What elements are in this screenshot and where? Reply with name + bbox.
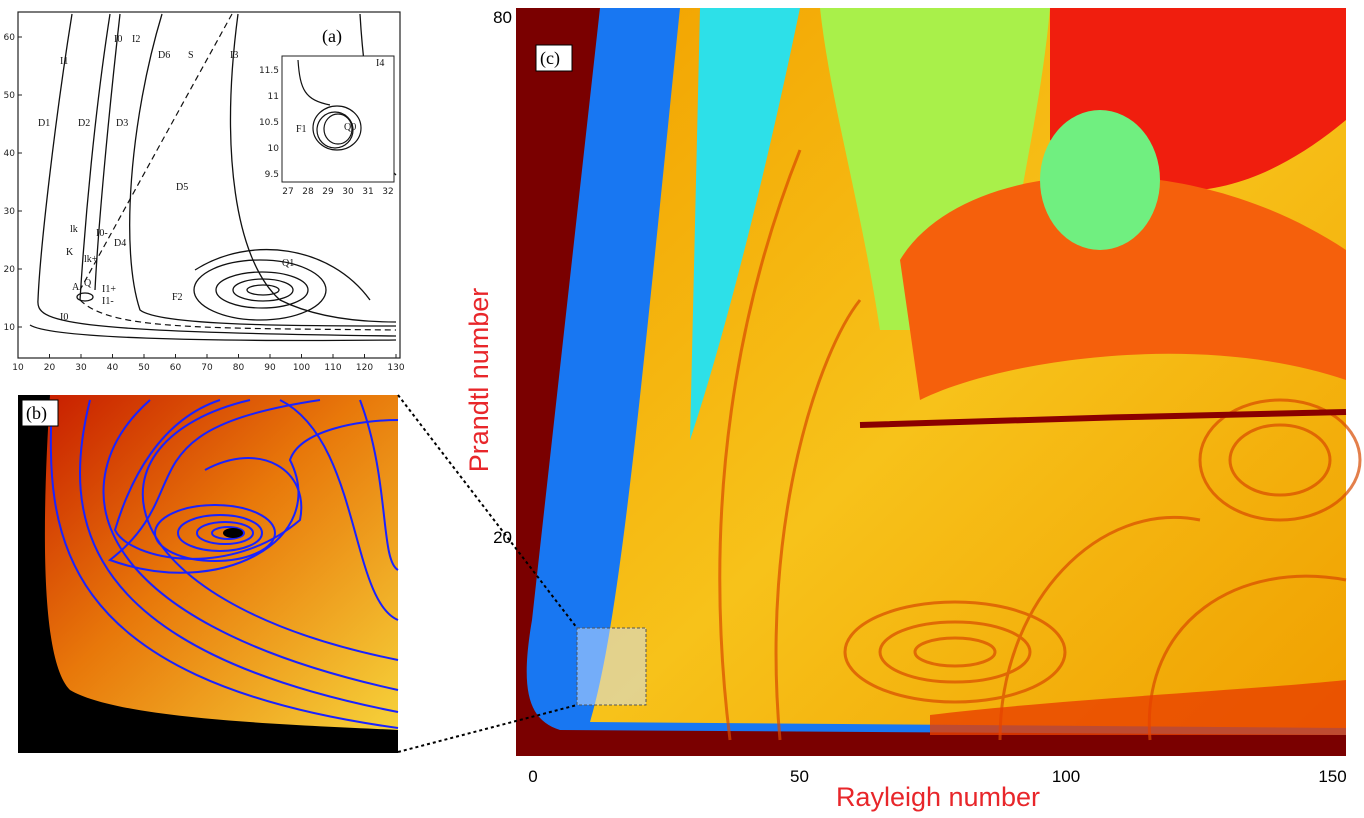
region-label: D3 (116, 118, 128, 129)
x-tick-label: 20 (44, 363, 56, 373)
inset-y-tick-label: 10.5 (259, 118, 279, 128)
inset-y-tick-label: 11 (268, 92, 279, 102)
x-tick-label: 100 (293, 363, 310, 373)
inset-label: F1 (296, 124, 307, 135)
x-tick-label: 50 (790, 767, 809, 786)
x-axis-label: Rayleigh number (836, 782, 1040, 812)
region-label: I4 (376, 58, 384, 69)
y-tick-label: 50 (4, 91, 16, 101)
x-tick-label: 50 (138, 363, 150, 373)
region-label: I0 (114, 34, 122, 45)
center (223, 528, 243, 538)
x-tick-label: 150 (1318, 767, 1346, 786)
panel-c: (c) Rayleigh number Prandtl number 0 50 10… (464, 8, 1360, 812)
y-axis-label: Prandtl number (464, 288, 494, 473)
inset-label: Q0 (344, 122, 356, 133)
x-tick-label: 40 (107, 363, 119, 373)
x-tick-label: 130 (387, 363, 404, 373)
y-tick-label: 20 (493, 528, 512, 547)
inset-y-tick-label: 10 (268, 144, 280, 154)
y-tick-label: 20 (4, 265, 16, 275)
x-tick-label: 0 (528, 767, 537, 786)
inset-x-tick-label: 31 (362, 187, 373, 197)
region-label: I0 (60, 312, 68, 323)
panel-label: (b) (26, 403, 47, 424)
heat-region (45, 395, 398, 730)
green-blob (1040, 110, 1160, 250)
inset-x-tick-label: 32 (382, 187, 393, 197)
y-tick-label: 10 (4, 323, 16, 333)
region-label: F2 (172, 292, 183, 303)
x-tick-label: 110 (324, 363, 341, 373)
inset-x-tick-label: 28 (302, 187, 314, 197)
x-tick-label: 60 (170, 363, 182, 373)
region-label: S (188, 50, 194, 61)
region-label: lk+ (84, 254, 98, 265)
x-tick-label: 10 (12, 363, 24, 373)
zoom-box (577, 628, 646, 705)
y-tick-label: 30 (4, 207, 16, 217)
region-label: D6 (158, 50, 170, 61)
figure: (a) 102030405060708090100110120130102030… (0, 0, 1364, 818)
inset-y-tick-label: 11.5 (259, 66, 279, 76)
region-label: K (66, 247, 74, 258)
x-tick-label: 80 (233, 363, 245, 373)
panel-label: (a) (322, 26, 342, 47)
x-tick-label: 70 (201, 363, 213, 373)
region-label: Q1 (282, 258, 294, 269)
region-label: Q (84, 278, 92, 289)
x-tick-label: 90 (264, 363, 276, 373)
panel-a: (a) 10 20 30 40 50 60 70 80 90 100 110 120 130 10 20 30… (4, 12, 405, 373)
region-label: I2 (132, 34, 140, 45)
inset-x-tick-label: 29 (322, 187, 334, 197)
x-tick-label: 100 (1052, 767, 1080, 786)
y-tick-label: 80 (493, 8, 512, 27)
panel-label: (c) (540, 48, 560, 69)
region-label: D1 (38, 118, 50, 129)
region-label: A (72, 282, 80, 293)
region-label: I1+ (102, 284, 116, 295)
region-label: D5 (176, 182, 188, 193)
region-label: lk (70, 224, 78, 235)
region-label: D2 (78, 118, 90, 129)
inset-y-tick-label: 9.5 (265, 170, 279, 180)
y-tick-label: 40 (4, 149, 16, 159)
y-tick-label: 60 (4, 33, 16, 43)
inset-x-tick-label: 30 (342, 187, 354, 197)
region-label: I0- (96, 228, 108, 239)
region-label: I1- (102, 296, 114, 307)
inset-x-tick-label: 27 (282, 187, 293, 197)
panel-b: (b) (18, 395, 398, 753)
inset-frame (282, 56, 394, 182)
region-label: I1 (60, 56, 68, 67)
region-label: D4 (114, 238, 126, 249)
x-tick-label: 30 (75, 363, 87, 373)
region-label: I3 (230, 50, 238, 61)
x-tick-label: 120 (356, 363, 373, 373)
